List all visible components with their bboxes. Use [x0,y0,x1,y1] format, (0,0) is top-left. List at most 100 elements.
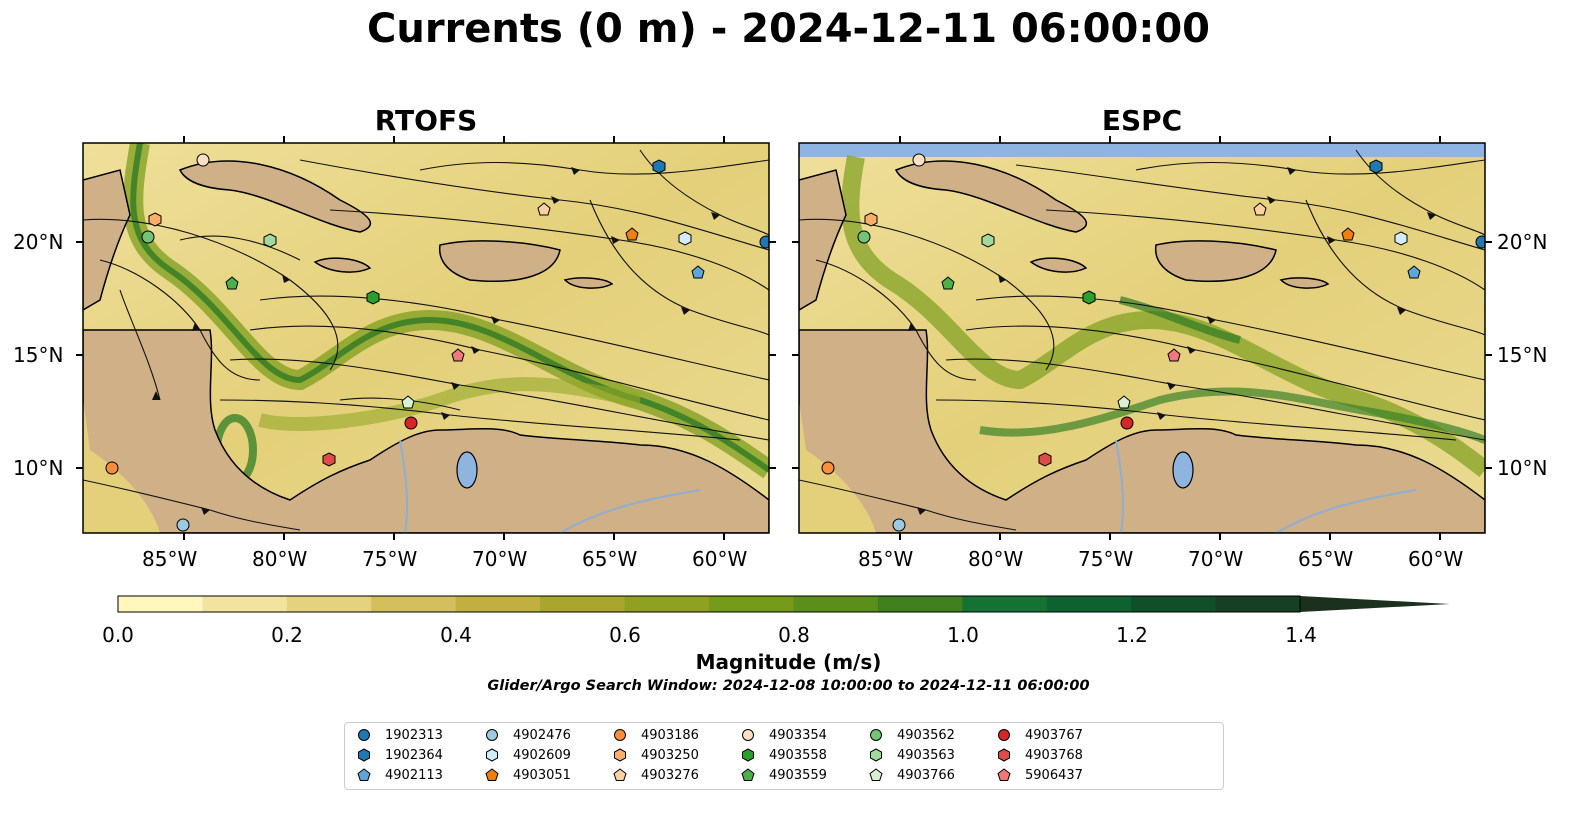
espc-map [799,143,1485,533]
colorbar-segment [877,596,963,612]
legend-item-1902364: 1902364 [357,745,443,765]
legend-item-4903562: 4903562 [869,725,955,745]
colorbar-segment [371,596,457,612]
circle-marker-icon [870,729,882,741]
colorbar-segment [1131,596,1217,612]
legend-label: 4902113 [385,767,443,783]
legend-label: 4903768 [1025,747,1083,763]
legend-label: 4903558 [769,747,827,763]
hexagon-marker-icon [614,748,626,762]
colorbar-segment [793,596,879,612]
xtick-65w-left: 65°W [582,547,638,571]
hexagon-marker-icon [870,748,882,762]
legend-item-4903766: 4903766 [869,765,955,785]
ytick-15n-left: 15°N [13,343,64,367]
xtick-85w-left: 85°W [142,547,198,571]
colorbar-extend-arrow [1300,596,1450,612]
xtick-80w-left: 80°W [252,547,308,571]
xtick-75w-left: 75°W [362,547,418,571]
cb-tick-6: 1.2 [1116,623,1148,647]
pentagon-marker-icon [869,768,883,781]
cb-tick-4: 0.8 [778,623,810,647]
colorbar-segment [624,596,710,612]
legend-item-4902476: 4902476 [485,725,571,745]
legend-item-1902313: 1902313 [357,725,443,745]
legend-item-4903767: 4903767 [997,725,1083,745]
circle-marker-icon [486,729,498,741]
pentagon-marker-icon [613,768,627,781]
legend-item-4903250: 4903250 [613,745,699,765]
xtick-60w-right: 60°W [1408,547,1464,571]
hexagon-marker-icon [998,748,1010,762]
circle-marker-icon [998,729,1010,741]
legend-label: 4903562 [897,727,955,743]
legend-item-4903276: 4903276 [613,765,699,785]
cb-tick-5: 1.0 [947,623,979,647]
legend-item-4903051: 4903051 [485,765,571,785]
colorbar-segment [709,596,794,612]
circle-marker-icon [358,729,370,741]
xtick-70w-right: 70°W [1188,547,1244,571]
pentagon-marker-icon [485,768,499,781]
legend-item-4903558: 4903558 [741,745,827,765]
legend-item-4902609: 4902609 [485,745,571,765]
colorbar-segment [286,596,372,612]
legend-label: 4903766 [897,767,955,783]
colorbar-label: Magnitude (m/s) [695,650,882,674]
cb-tick-0: 0.0 [102,623,134,647]
cb-tick-2: 0.4 [440,623,472,647]
pentagon-marker-icon [357,768,371,781]
hexagon-marker-icon [742,748,754,762]
search-window-note: Glider/Argo Search Window: 2024-12-08 10… [487,678,1090,694]
figure-title: Currents (0 m) - 2024-12-11 06:00:00 [367,6,1210,52]
colorbar-segment [1046,596,1132,612]
pentagon-marker-icon [997,768,1011,781]
xtick-75w-right: 75°W [1078,547,1134,571]
ytick-20n-right: 20°N [1497,230,1548,254]
cb-tick-3: 0.6 [609,623,641,647]
legend-label: 4902609 [513,747,571,763]
legend-label: 4903767 [1025,727,1083,743]
legend-label: 4903354 [769,727,827,743]
colorbar-segment [962,596,1048,612]
xtick-85w-right: 85°W [858,547,914,571]
legend-label: 5906437 [1025,767,1083,783]
circle-marker-icon [742,729,754,741]
colorbar-segment [202,596,288,612]
ytick-10n-left: 10°N [13,456,64,480]
legend-label: 4903559 [769,767,827,783]
legend-label: 4903250 [641,747,699,763]
float-legend: 1902313 1902364 4902113 4902476 4902609 49030… [344,722,1224,790]
legend-item-4903186: 4903186 [613,725,699,745]
xtick-70w-left: 70°W [472,547,528,571]
xtick-65w-right: 65°W [1298,547,1354,571]
circle-marker-icon [614,729,626,741]
xtick-60w-left: 60°W [692,547,748,571]
hexagon-marker-icon [358,748,370,762]
xtick-80w-right: 80°W [968,547,1024,571]
colorbar-segment [540,596,626,612]
ytick-10n-right: 10°N [1497,456,1548,480]
legend-label: 1902364 [385,747,443,763]
panel-title-espc: ESPC [1101,104,1183,137]
legend-label: 4903563 [897,747,955,763]
legend-label: 4903051 [513,767,571,783]
legend-label: 4903276 [641,767,699,783]
legend-item-4903563: 4903563 [869,745,955,765]
colorbar-segment [118,596,203,612]
colorbar [117,595,1450,613]
legend-label: 1902313 [385,727,443,743]
legend-label: 4903186 [641,727,699,743]
colorbar-segment [455,596,541,612]
ytick-20n-left: 20°N [13,230,64,254]
legend-label: 4902476 [513,727,571,743]
rtofs-map [83,143,769,533]
ytick-15n-right: 15°N [1497,343,1548,367]
legend-item-4902113: 4902113 [357,765,443,785]
legend-item-5906437: 5906437 [997,765,1083,785]
panel-title-rtofs: RTOFS [374,104,478,137]
legend-item-4903559: 4903559 [741,765,827,785]
hexagon-marker-icon [486,748,498,762]
pentagon-marker-icon [741,768,755,781]
